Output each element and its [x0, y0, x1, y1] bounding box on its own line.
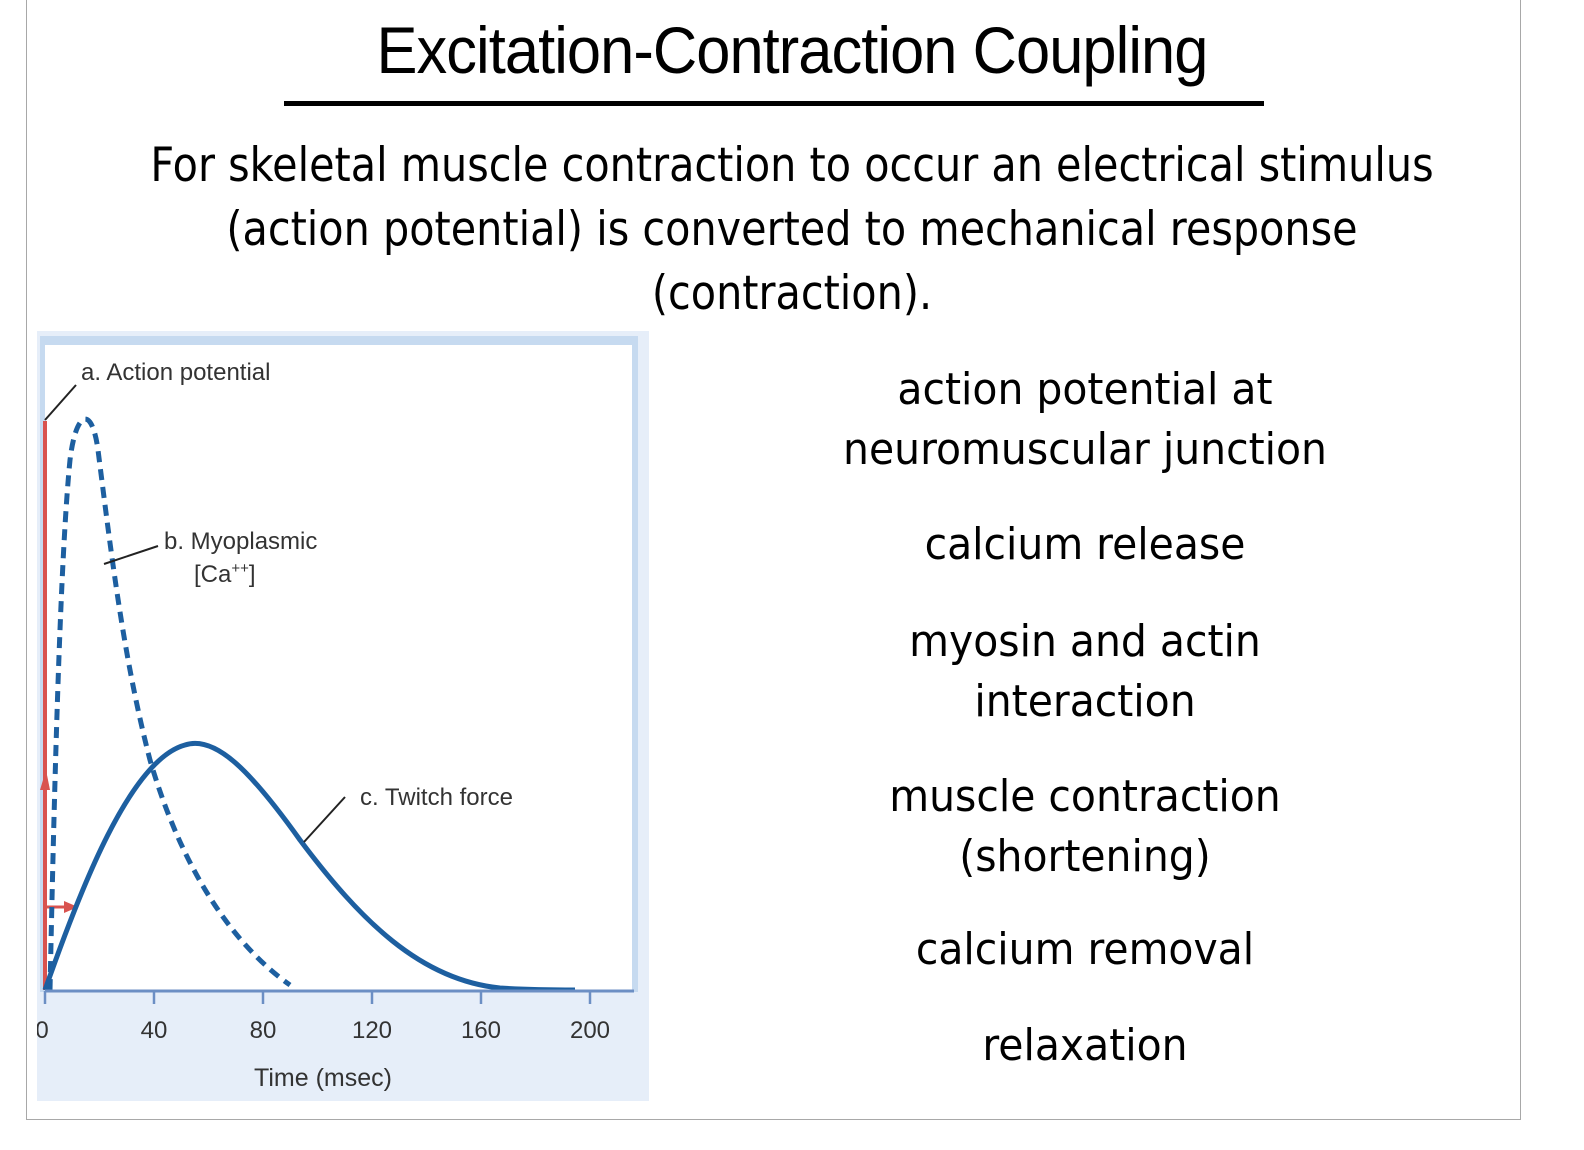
subtitle-line: (contraction). — [651, 266, 933, 321]
step-myosin-actin: myosin and actin interaction — [801, 612, 1368, 732]
latency-arrow-icon — [64, 901, 78, 913]
step-text: calcium removal — [915, 924, 1255, 975]
plot-area — [45, 345, 632, 990]
calcium-label-line1: b. Myoplasmic — [164, 528, 317, 555]
x-tick-label: 0 — [37, 1017, 49, 1044]
x-tick-labels: 0 40 80 120 160 200 — [37, 1017, 610, 1044]
step-text: (shortening) — [959, 831, 1211, 882]
x-tick-label: 80 — [250, 1017, 277, 1044]
step-text: action potential at — [897, 364, 1273, 415]
step-text: calcium release — [924, 519, 1246, 570]
x-tick-label: 200 — [570, 1017, 610, 1044]
x-tick-label: 40 — [141, 1017, 168, 1044]
step-action-potential: action potential at neuromuscular juncti… — [801, 360, 1368, 480]
calcium-label-line2: [Ca++] — [194, 560, 256, 588]
step-relaxation: relaxation — [801, 1016, 1368, 1076]
action-potential-arrow-up-icon — [40, 770, 50, 790]
action-potential-label: a. Action potential — [81, 359, 270, 386]
step-muscle-contraction: muscle contraction (shortening) — [801, 767, 1368, 887]
ec-coupling-figure: 0 40 80 120 160 200 Time (msec) a. Actio… — [37, 331, 649, 1101]
action-potential-leader — [44, 384, 77, 421]
twitch-force-label: c. Twitch force — [360, 784, 513, 811]
step-text: relaxation — [982, 1020, 1188, 1071]
x-axis-ticks — [43, 991, 592, 1004]
calcium-transient-curve — [47, 416, 292, 991]
step-calcium-release: calcium release — [801, 515, 1368, 575]
subtitle-line: For skeletal muscle contraction to occur… — [150, 138, 1434, 193]
subtitle-line: (action potential) is converted to mecha… — [226, 202, 1358, 257]
step-text: interaction — [974, 676, 1196, 727]
slide-subtitle: For skeletal muscle contraction to occur… — [130, 134, 1454, 326]
x-tick-label: 160 — [461, 1017, 501, 1044]
x-tick-label: 120 — [352, 1017, 392, 1044]
twitch-leader — [303, 796, 346, 843]
x-axis-label: Time (msec) — [254, 1064, 392, 1092]
step-text: myosin and actin — [909, 616, 1261, 667]
ec-coupling-chart: 0 40 80 120 160 200 Time (msec) a. Actio… — [37, 331, 649, 1101]
title-underline — [284, 101, 1264, 106]
step-calcium-removal: calcium removal — [801, 920, 1368, 980]
step-text: muscle contraction — [889, 771, 1281, 822]
twitch-force-curve — [42, 740, 576, 993]
slide-title: Excitation-Contraction Coupling — [376, 13, 1209, 87]
calcium-leader — [103, 545, 159, 565]
step-text: neuromuscular junction — [843, 424, 1327, 475]
